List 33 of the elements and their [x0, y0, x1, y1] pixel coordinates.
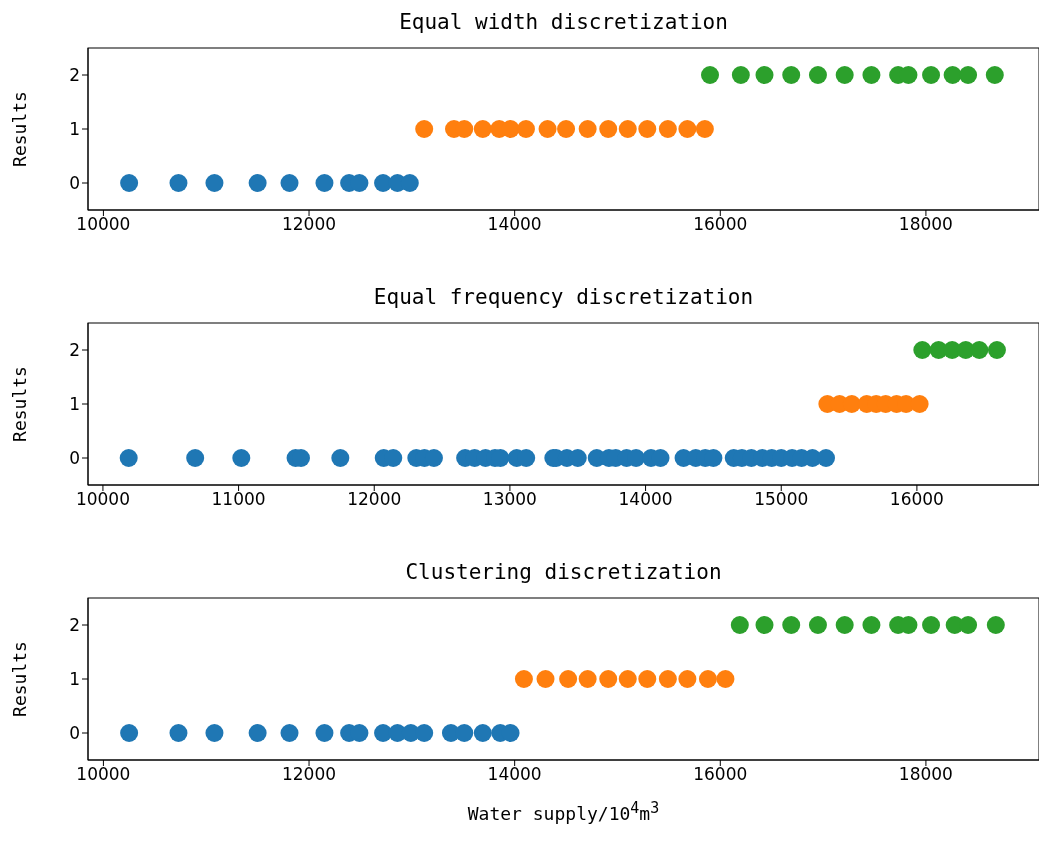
y-tick-label: 2 [69, 340, 80, 361]
x-tick-label: 18000 [898, 764, 953, 785]
x-tick-label: 12000 [282, 214, 337, 235]
y-tick-label: 0 [69, 173, 80, 194]
x-tick-label: 12000 [282, 764, 337, 785]
chart-title: Equal frequency discretization [372, 284, 755, 311]
x-tick-label: 13000 [482, 489, 537, 510]
x-tick-label: 16000 [693, 214, 748, 235]
y-tick-label: 1 [69, 394, 80, 415]
x-tick-label: 14000 [487, 764, 542, 785]
chart-title: Equal width discretization [398, 9, 729, 36]
x-tick-label: 15000 [754, 489, 809, 510]
chart-title: Clustering discretization [404, 559, 723, 586]
y-tick-label: 1 [69, 119, 80, 140]
x-tick-label: 16000 [889, 489, 944, 510]
y-axis-title: Results [9, 366, 31, 442]
y-tick-label: 2 [69, 65, 80, 86]
y-tick-label: 0 [69, 448, 80, 469]
x-axis-title: Water supply/10$^{4}$m$^{3}$ [466, 799, 661, 824]
x-tick-label: 10000 [75, 489, 130, 510]
y-axis-title: Results [9, 641, 31, 717]
y-tick-label: 1 [69, 669, 80, 690]
x-tick-label: 14000 [618, 489, 673, 510]
y-tick-label: 0 [69, 723, 80, 744]
x-tick-label: 11000 [211, 489, 266, 510]
x-tick-label: 10000 [76, 214, 131, 235]
y-axis-title: Results [9, 91, 31, 167]
y-tick-label: 2 [69, 615, 80, 636]
x-tick-label: 16000 [693, 764, 748, 785]
x-tick-label: 18000 [898, 214, 953, 235]
x-tick-label: 12000 [347, 489, 402, 510]
x-tick-label: 10000 [76, 764, 131, 785]
x-tick-label: 14000 [487, 214, 542, 235]
